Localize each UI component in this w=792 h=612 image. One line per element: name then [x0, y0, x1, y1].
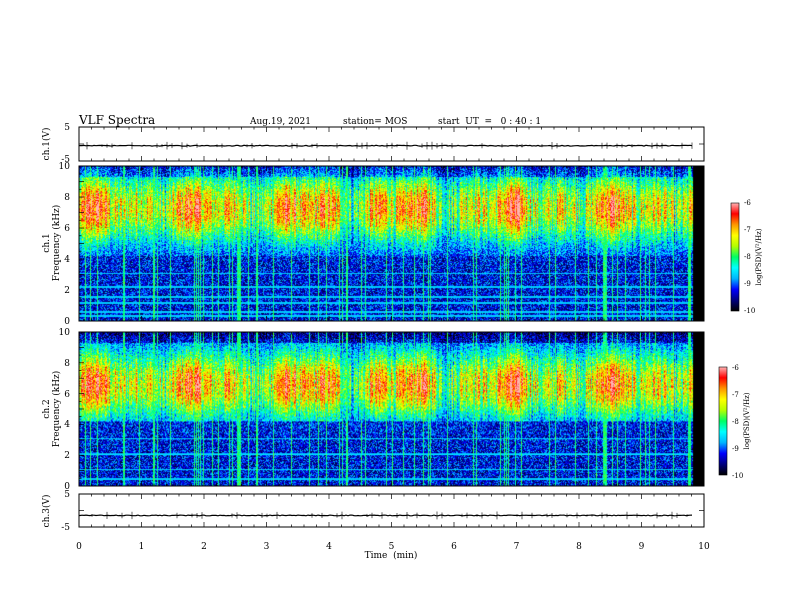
- ch2-ytick-8: 8: [64, 359, 70, 369]
- ch3-ytick-neg5: -5: [61, 523, 70, 533]
- axis-ticks: [78, 126, 705, 528]
- xtick-4: 4: [326, 542, 332, 552]
- wave3-line: [79, 514, 693, 517]
- xtick-5: 5: [389, 542, 395, 552]
- ch1-colorbar-gradient: [730, 202, 740, 312]
- ch1-colorbar-tick-8: -8: [744, 253, 751, 261]
- ch2-spectrogram-image: [79, 332, 704, 486]
- ch1-spectrogram-ylabel-channel: ch.1: [42, 233, 52, 252]
- ch2-colorbar: -6 -7 -8 -9 -10 log(PSD)(V²/Hz): [718, 364, 751, 480]
- ch1-ytick-0: 0: [64, 317, 70, 327]
- ch1-spectrogram-ylabel-frequency: Frequency (kHz): [51, 205, 62, 282]
- ch1-waveform-trace: [78, 141, 693, 150]
- ch1-spectrogram-image: [79, 166, 704, 321]
- xtick-6: 6: [451, 542, 457, 552]
- ch1-waveform-frame: [78, 126, 705, 162]
- ch1-colorbar-tick-10: -10: [744, 307, 755, 315]
- ch1-colorbar-tick-7: -7: [744, 226, 751, 234]
- ch1-ytick-6: 6: [64, 224, 70, 234]
- ch2-spectrogram-ylabel-channel: ch.2: [42, 399, 52, 418]
- figure-title: VLF Spectra: [78, 113, 155, 127]
- ch2-colorbar-tick-10: -10: [732, 472, 743, 480]
- xaxis-label: Time (min): [365, 550, 418, 561]
- ch2-ytick-6: 6: [64, 390, 70, 400]
- ch1-colorbar-tick-6: -6: [744, 199, 751, 207]
- ch2-colorbar-tick-6: -6: [732, 364, 739, 372]
- xtick-9: 9: [639, 542, 645, 552]
- ch2-colorbar-tick-8: -8: [732, 418, 739, 426]
- start-time-label: start UT = 0 : 40 : 1: [438, 117, 541, 127]
- xtick-8: 8: [576, 542, 582, 552]
- ch1-waveform-ylabel: ch.1(V): [41, 128, 52, 161]
- ch1-colorbar: -6 -7 -8 -9 -10 log(PSD)(V²/Hz): [730, 199, 763, 315]
- ch2-ytick-0: 0: [64, 482, 70, 492]
- ch1-colorbar-tick-9: -9: [744, 280, 751, 288]
- wave1-line: [78, 144, 693, 147]
- xtick-1: 1: [139, 542, 145, 552]
- ch1-ytick-8: 8: [64, 193, 70, 203]
- xtick-10: 10: [698, 542, 710, 552]
- ch2-colorbar-tick-9: -9: [732, 445, 739, 453]
- ch2-spectrogram-ylabel-frequency: Frequency (kHz): [51, 371, 62, 448]
- ch2-colorbar-gradient: [718, 366, 728, 476]
- ch1-ytick-2: 2: [64, 286, 70, 296]
- ch2-colorbar-tick-7: -7: [732, 391, 739, 399]
- xtick-2: 2: [201, 542, 207, 552]
- ch1-colorbar-label: log(PSD)(V²/Hz): [755, 228, 763, 285]
- ch3-waveform-trace: [79, 511, 693, 520]
- ch2-ytick-2: 2: [64, 451, 70, 461]
- ch2-ytick-4: 4: [64, 420, 70, 430]
- ch1-ytick-4: 4: [64, 255, 70, 265]
- ch3-waveform-ylabel: ch.3(V): [41, 495, 52, 528]
- xtick-3: 3: [264, 542, 270, 552]
- ch1-ytick-10: 10: [59, 162, 71, 172]
- ch1-ytick-5: 5: [64, 123, 70, 133]
- ch1-ytick-neg5: -5: [61, 155, 70, 165]
- station-label: station= MOS: [343, 117, 407, 127]
- ch2-ytick-10: 10: [59, 328, 71, 338]
- date-label: Aug.19, 2021: [249, 117, 311, 127]
- ch3-ytick-5: 5: [64, 490, 70, 500]
- xtick-7: 7: [514, 542, 520, 552]
- xtick-0: 0: [76, 542, 82, 552]
- ch2-colorbar-label: log(PSD)(V²/Hz): [743, 392, 751, 449]
